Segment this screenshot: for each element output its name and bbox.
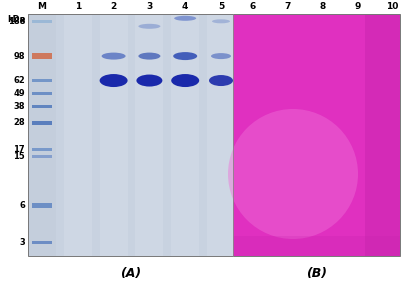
Text: 7: 7: [285, 2, 291, 11]
Text: 49: 49: [13, 88, 25, 98]
Text: 1: 1: [75, 2, 81, 11]
Text: 6: 6: [19, 201, 25, 210]
Bar: [28, 14, 56, 256]
Text: 28: 28: [13, 119, 25, 128]
Text: 10: 10: [386, 2, 398, 11]
Bar: [233, 236, 400, 256]
Bar: [32, 92, 52, 95]
Ellipse shape: [100, 74, 128, 87]
Bar: [32, 155, 52, 158]
Ellipse shape: [101, 53, 126, 60]
Ellipse shape: [228, 109, 358, 239]
Ellipse shape: [136, 74, 162, 86]
Ellipse shape: [173, 52, 197, 60]
Bar: [32, 79, 52, 82]
Ellipse shape: [212, 19, 230, 23]
Text: 3: 3: [19, 238, 25, 247]
Text: 9: 9: [354, 2, 360, 11]
Text: (A): (A): [120, 267, 141, 281]
Bar: [171, 14, 199, 256]
Bar: [64, 14, 92, 256]
Bar: [32, 121, 52, 125]
Bar: [365, 14, 400, 256]
Text: 188: 188: [8, 17, 25, 26]
Bar: [135, 14, 164, 256]
Bar: [28, 14, 400, 256]
Bar: [28, 14, 233, 256]
Text: 8: 8: [319, 2, 326, 11]
Text: M: M: [38, 2, 47, 11]
Bar: [32, 20, 52, 22]
Text: 17: 17: [13, 145, 25, 154]
Text: 2: 2: [110, 2, 117, 11]
Ellipse shape: [138, 53, 160, 60]
Bar: [207, 14, 235, 256]
Bar: [32, 105, 52, 108]
Text: 4: 4: [182, 2, 189, 11]
Text: 98: 98: [13, 52, 25, 61]
Bar: [100, 14, 128, 256]
Ellipse shape: [209, 75, 233, 86]
Bar: [32, 53, 52, 59]
Ellipse shape: [174, 16, 196, 21]
Ellipse shape: [211, 53, 231, 59]
Text: 62: 62: [13, 76, 25, 85]
Bar: [32, 203, 52, 208]
Bar: [32, 241, 52, 244]
Text: 3: 3: [146, 2, 153, 11]
Text: 38: 38: [13, 102, 25, 111]
Text: (B): (B): [306, 267, 327, 281]
Text: kDa: kDa: [7, 15, 25, 24]
Bar: [233, 14, 400, 256]
Ellipse shape: [138, 24, 160, 29]
Bar: [32, 148, 52, 151]
Text: 15: 15: [13, 152, 25, 161]
Ellipse shape: [171, 74, 199, 87]
Text: 6: 6: [250, 2, 256, 11]
Text: 5: 5: [218, 2, 224, 11]
